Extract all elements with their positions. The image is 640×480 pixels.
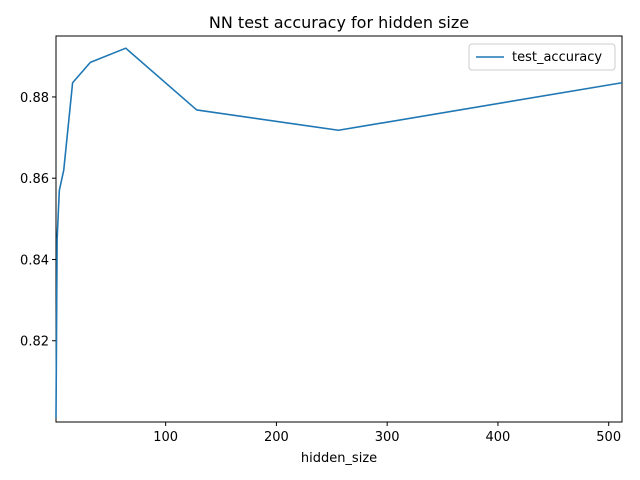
x-tick-label: 300 (375, 430, 400, 445)
data-point (55, 417, 57, 419)
data-point (338, 129, 340, 131)
x-tick-label: 400 (486, 430, 511, 445)
y-tick-label: 0.82 (20, 335, 49, 350)
x-axis-label: hidden_size (301, 451, 377, 466)
series-layer (55, 47, 623, 418)
data-point (125, 47, 127, 49)
y-tick-label: 0.88 (20, 91, 49, 106)
series-line-test_accuracy (55, 47, 623, 418)
chart-title: NN test accuracy for hidden size (209, 13, 469, 32)
data-point (621, 82, 623, 84)
data-point (63, 169, 65, 171)
x-tick-label: 100 (153, 430, 178, 445)
x-axis: 100 200 300 400 500 (153, 422, 621, 445)
plot-area (55, 35, 623, 423)
legend-box (468, 43, 616, 71)
data-point (90, 62, 92, 64)
legend-label: test_accuracy (512, 50, 602, 65)
x-tick-label: 200 (264, 430, 289, 445)
y-axis: 0.82 0.84 0.86 0.88 (20, 91, 56, 350)
y-tick-label: 0.84 (20, 253, 49, 268)
x-tick-label: 500 (596, 430, 621, 445)
plot-frame (55, 35, 623, 423)
data-point (196, 109, 198, 111)
data-point (72, 82, 74, 84)
legend: test_accuracy (468, 43, 616, 71)
data-point (59, 190, 61, 192)
y-tick-label: 0.86 (20, 172, 49, 187)
data-point (56, 238, 58, 240)
